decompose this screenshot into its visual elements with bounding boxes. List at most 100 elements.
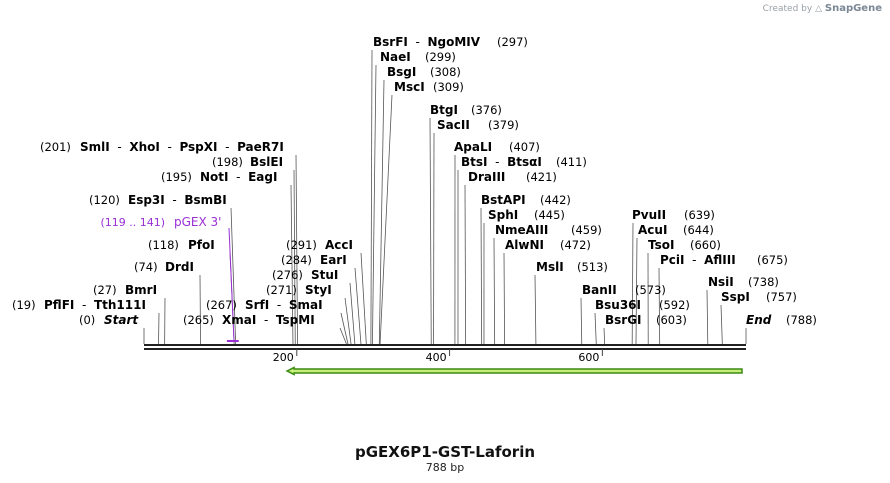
site-label-bsrfi[interactable]: BsrFI - NgoMIV (297) [373,35,528,49]
enzyme-stui[interactable]: StuI [311,268,338,282]
enzyme-smai[interactable]: SmaI [289,298,323,312]
name-separator: - [74,298,94,312]
site-label-btgi[interactable]: BtgI (376) [430,103,502,117]
site-label-smli[interactable]: SmlI - XhoI - PspXI - PaeR7I (201) [40,140,284,154]
enzyme-tth111i[interactable]: Tth111I [94,298,146,312]
svg-text:EarI: EarI [320,253,347,267]
enzyme-eari[interactable]: EarI [320,253,347,267]
enzyme-btgi[interactable]: BtgI [430,103,458,117]
enzyme-xmai[interactable]: XmaI [222,313,256,327]
enzyme-bts-i[interactable]: BtsαI [507,155,542,169]
site-label-nsii[interactable]: NsiI (738) [708,275,779,289]
enzyme-msli[interactable]: MslI [536,260,564,274]
enzyme-paer7i[interactable]: PaeR7I [237,140,284,154]
enzyme-tsoi[interactable]: TsoI [648,238,674,252]
site-label-srfi[interactable]: SrfI - SmaI (267) [206,298,323,312]
site-label-sacii[interactable]: SacII (379) [437,118,519,132]
site-label-pflfi[interactable]: PflFI - Tth111I (19) [12,298,146,312]
site-label-xmai[interactable]: XmaI - TspMI (265) [183,313,315,327]
enzyme-bsrfi[interactable]: BsrFI [373,35,408,49]
site-label-bmri[interactable]: BmrI (27) [93,283,157,297]
site-label-banii[interactable]: BanII (573) [582,283,666,297]
enzyme-afliii[interactable]: AflIII [704,253,736,267]
enzyme-sphi[interactable]: SphI [488,208,518,222]
enzyme-noti[interactable]: NotI [200,170,229,184]
enzyme-nmeaiii[interactable]: NmeAIII [495,223,548,237]
site-label-msci[interactable]: MscI (309) [394,80,464,94]
site-label-acci[interactable]: AccI (291) [286,238,353,252]
enzyme-nsii[interactable]: NsiI [708,275,734,289]
enzyme-naei[interactable]: NaeI [380,50,411,64]
site-label-sspi[interactable]: SspI (757) [721,290,797,304]
site-label-bstapi[interactable]: BstAPI (442) [481,193,571,207]
feature-arrow-shape[interactable] [285,366,743,376]
enzyme-msci[interactable]: MscI [394,80,425,94]
enzyme-pfoi[interactable]: PfoI [188,238,215,252]
enzyme-smli[interactable]: SmlI [80,140,110,154]
site-label-sphi[interactable]: SphI (445) [488,208,565,222]
enzyme-bslei[interactable]: BslEI [250,155,283,169]
enzyme-drdi[interactable]: DrdI [165,260,194,274]
enzyme-eagi[interactable]: EagI [248,170,277,184]
map-length: 788 bp [425,461,465,474]
enzyme-pspxi[interactable]: PspXI [179,140,217,154]
primer-pgex3[interactable]: (119 .. 141) pGEX 3' [100,215,239,342]
site-label-pvuii[interactable]: PvuII (639) [632,208,715,222]
enzyme-btsi[interactable]: BtsI [461,155,488,169]
site-label-end[interactable]: End (788) [746,313,817,327]
svg-text:DraIII: DraIII [468,170,505,184]
enzyme-sspi[interactable]: SspI [721,290,750,304]
enzyme-alwni[interactable]: AlwNI [505,238,544,252]
site-label-alwni[interactable]: AlwNI (472) [505,238,591,252]
enzyme-bsrgi[interactable]: BsrGI [605,313,642,327]
enzyme-banii[interactable]: BanII [582,283,617,297]
site-label-msli[interactable]: MslI (513) [536,260,608,274]
svg-text:BstAPI: BstAPI [481,193,526,207]
site-label-apali[interactable]: ApaLI (407) [454,140,540,154]
enzyme-xhoi[interactable]: XhoI [129,140,160,154]
enzyme-bstapi[interactable]: BstAPI [481,193,526,207]
enzyme-ngomiv[interactable]: NgoMIV [427,35,480,49]
enzyme-draiii[interactable]: DraIII [468,170,505,184]
site-label-noti[interactable]: NotI - EagI (195) [161,170,277,184]
site-label-drdi[interactable]: DrdI (74) [134,260,194,274]
site-label-bslei[interactable]: BslEI (198) [212,155,283,169]
enzyme-start[interactable]: Start [104,313,139,327]
site-label-styi[interactable]: StyI (271) [266,283,332,297]
enzyme-acci[interactable]: AccI [325,238,353,252]
site-label-pfoi[interactable]: PfoI (118) [148,238,215,252]
enzyme-srfi[interactable]: SrfI [245,298,269,312]
enzyme-bsmbi[interactable]: BsmBI [184,193,226,207]
site-label-bsu36i[interactable]: Bsu36I (592) [595,298,690,312]
site-label-bsgi[interactable]: BsgI (308) [387,65,461,79]
site-label-esp3i[interactable]: Esp3I - BsmBI (120) [89,193,227,207]
site-label-pcii[interactable]: PciI - AflIII (675) [660,253,788,267]
site-label-btsi[interactable]: BtsI - BtsαI (411) [461,155,587,169]
site-label-tsoi[interactable]: TsoI (660) [648,238,721,252]
enzyme-pvuii[interactable]: PvuII [632,208,666,222]
svg-text:SrfI - SmaI: SrfI - SmaI [245,298,323,312]
enzyme-bsu36i[interactable]: Bsu36I [595,298,641,312]
site-label-draiii[interactable]: DraIII (421) [468,170,557,184]
enzyme-end[interactable]: End [746,313,772,327]
enzyme-styi[interactable]: StyI [305,283,332,297]
enzyme-bsgi[interactable]: BsgI [387,65,416,79]
enzyme-tspmi[interactable]: TspMI [276,313,315,327]
feature-arrow[interactable] [285,366,743,376]
enzyme-apali[interactable]: ApaLI [454,140,492,154]
site-position: (573) [635,283,666,297]
site-label-eari[interactable]: EarI (284) [281,253,347,267]
enzyme-esp3i[interactable]: Esp3I [128,193,165,207]
site-label-acui[interactable]: AcuI (644) [638,223,714,237]
enzyme-pflfi[interactable]: PflFI [44,298,74,312]
enzyme-acui[interactable]: AcuI [638,223,667,237]
site-label-naei[interactable]: NaeI (299) [380,50,456,64]
enzyme-sacii[interactable]: SacII [437,118,470,132]
site-label-stui[interactable]: StuI (276) [272,268,338,282]
enzyme-pcii[interactable]: PciI [660,253,685,267]
site-label-bsrgi[interactable]: BsrGI (603) [605,313,687,327]
site-label-nmeaiii[interactable]: NmeAIII (459) [495,223,602,237]
primer-name[interactable]: pGEX 3' [174,215,221,229]
site-label-start[interactable]: Start (0) [79,313,139,327]
enzyme-bmri[interactable]: BmrI [125,283,157,297]
